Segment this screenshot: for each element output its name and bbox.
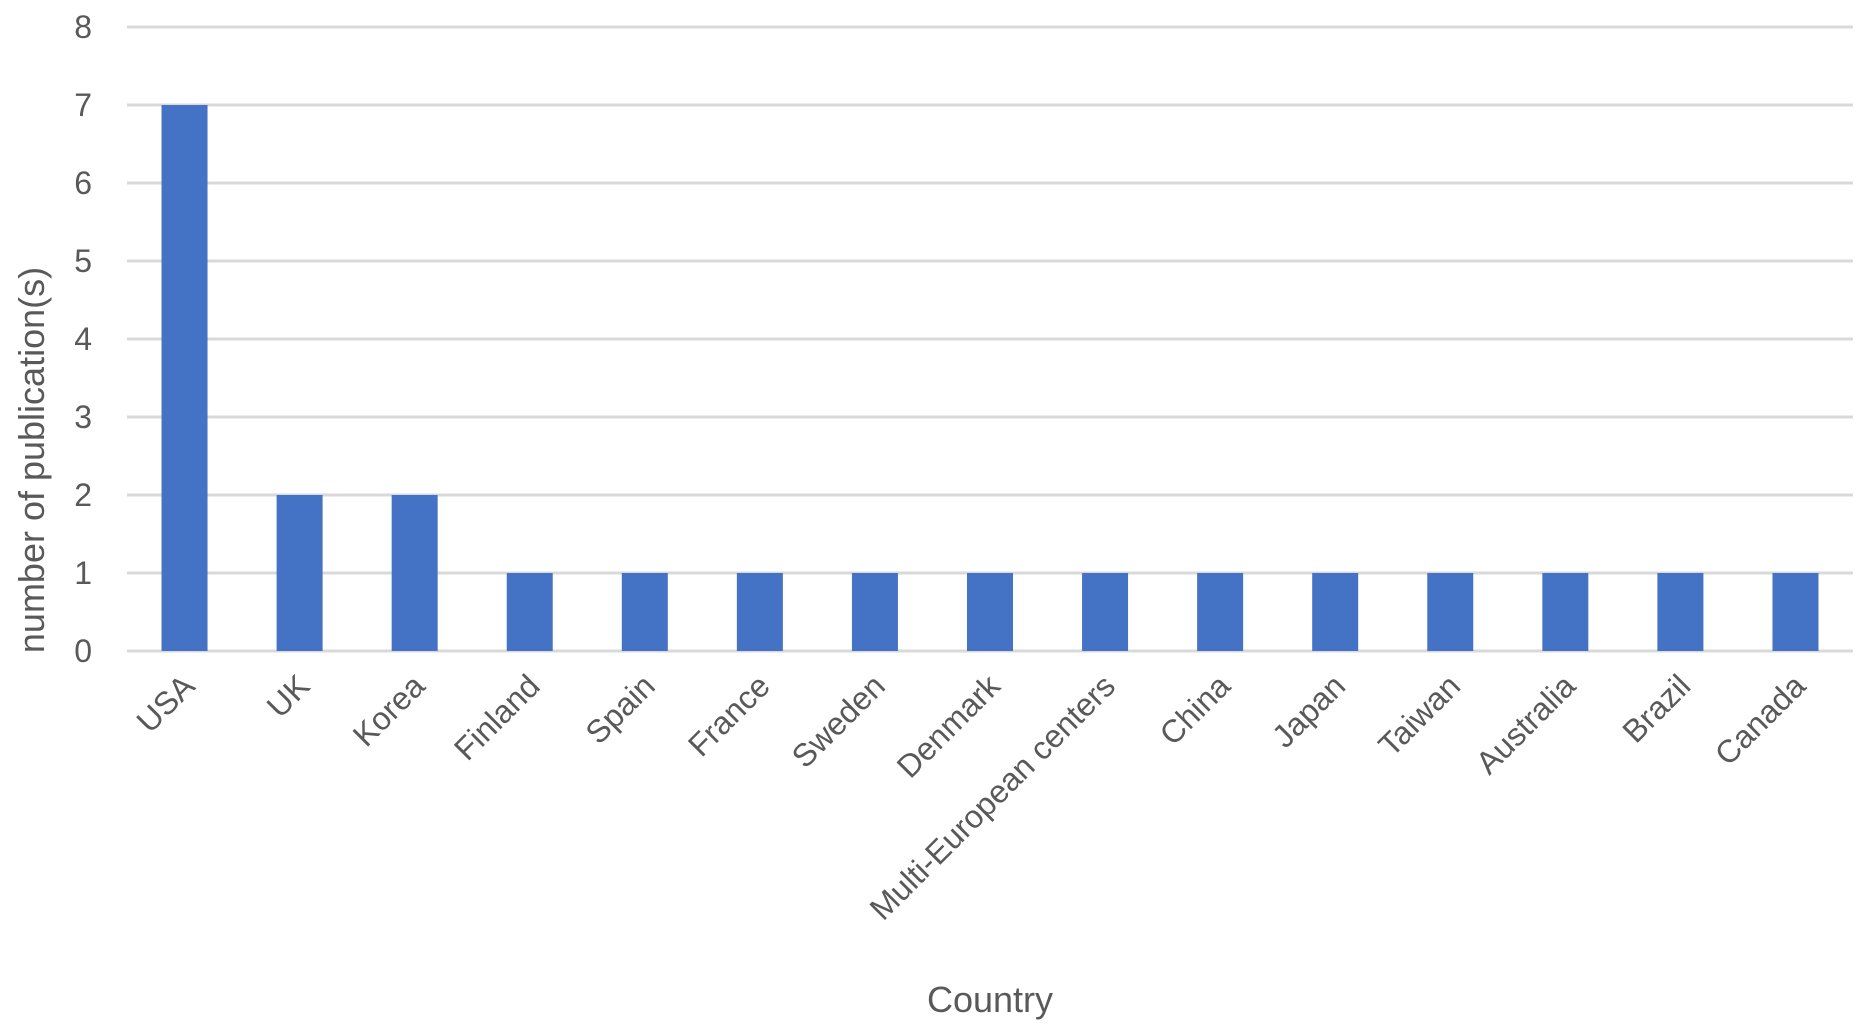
bar-finland	[506, 573, 553, 651]
x-tick-label: UK	[260, 667, 317, 724]
bar-sweden	[851, 573, 898, 651]
x-tick-label: France	[681, 667, 777, 763]
bar-france	[736, 573, 783, 651]
bar-china	[1197, 573, 1244, 651]
bar-australia	[1542, 573, 1589, 651]
x-tick-label: Denmark	[890, 667, 1008, 785]
y-tick-labels: 0 1 2 3 4 5 6 7 8	[74, 9, 92, 669]
bar-japan	[1312, 573, 1359, 651]
x-tick-label: Sweden	[785, 667, 892, 774]
x-tick-label: Finland	[447, 667, 547, 767]
y-tick-label: 6	[74, 165, 92, 201]
y-tick-label: 5	[74, 243, 92, 279]
x-tick-label: Japan	[1265, 667, 1352, 754]
bars	[161, 105, 1819, 651]
bar-canada	[1772, 573, 1819, 651]
y-tick-label: 2	[74, 477, 92, 513]
y-tick-label: 7	[74, 87, 92, 123]
bar-brazil	[1657, 573, 1704, 651]
bar-multi-european-centers	[1082, 573, 1129, 651]
x-tick-labels: USA UK Korea Finland Spain France SwedenDenmar…	[130, 667, 1813, 927]
y-tick-label: 0	[74, 633, 92, 669]
bar-uk	[276, 495, 323, 651]
y-tick-label: 8	[74, 9, 92, 45]
y-tick-label: 1	[74, 555, 92, 591]
bar-denmark	[967, 573, 1013, 651]
x-tick-label: Australia	[1469, 667, 1583, 781]
y-tick-label: 3	[74, 399, 92, 435]
x-tick-label: Spain	[578, 667, 661, 750]
bar-korea	[391, 495, 438, 651]
x-axis-title: Country	[927, 979, 1053, 1020]
x-tick-label: China	[1153, 667, 1238, 752]
x-tick-label: Korea	[346, 667, 432, 753]
x-tick-label: USA	[130, 667, 202, 739]
y-axis-title: number of publication(s)	[11, 267, 52, 653]
bar-usa	[161, 105, 208, 651]
x-tick-label: Taiwan	[1371, 667, 1467, 763]
bar-spain	[621, 573, 668, 651]
bar-taiwan	[1427, 573, 1474, 651]
y-tick-label: 4	[74, 321, 92, 357]
gridlines	[127, 25, 1853, 653]
x-tick-label: Brazil	[1615, 667, 1697, 749]
x-tick-label: Canada	[1708, 667, 1813, 772]
